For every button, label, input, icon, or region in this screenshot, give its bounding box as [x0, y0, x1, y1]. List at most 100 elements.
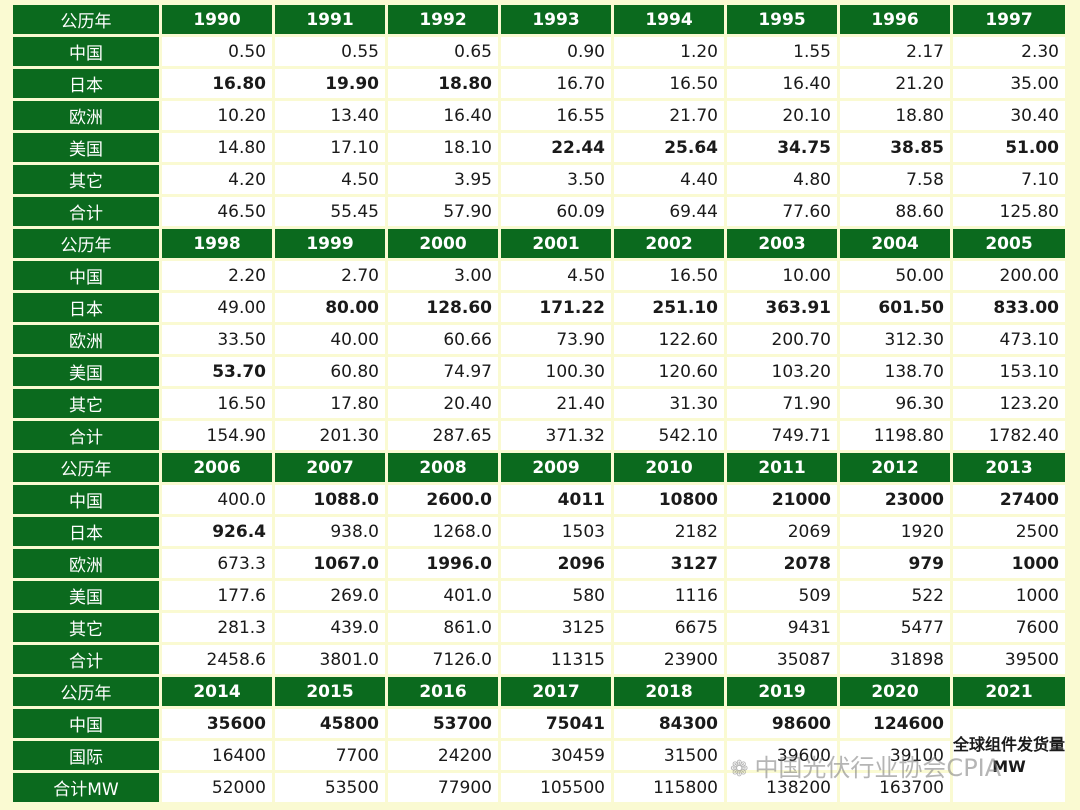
- region-label: 美国: [13, 581, 159, 610]
- value-cell: 60.80: [275, 357, 385, 386]
- value-cell: 21000: [727, 485, 837, 514]
- value-cell: 33.50: [162, 325, 272, 354]
- table-row: 合计 46.50 55.45 57.90 60.09 69.44 77.60 88.60 125…: [13, 197, 1065, 226]
- value-cell: 17.10: [275, 133, 385, 162]
- value-cell: 128.60: [388, 293, 498, 322]
- value-cell: 21.70: [614, 101, 724, 130]
- region-label: 日本: [13, 517, 159, 546]
- value-cell: 6675: [614, 613, 724, 642]
- value-cell: 163700: [840, 773, 950, 802]
- table-row: 中国 2.20 2.70 3.00 4.50 16.50 10.00 50.00 200.00: [13, 261, 1065, 290]
- value-cell: 439.0: [275, 613, 385, 642]
- value-cell: 14.80: [162, 133, 272, 162]
- value-cell: 2.70: [275, 261, 385, 290]
- value-cell: 200.00: [953, 261, 1065, 290]
- value-cell: 16.50: [162, 389, 272, 418]
- value-cell: 522: [840, 581, 950, 610]
- value-cell: 55.45: [275, 197, 385, 226]
- value-cell: 4.40: [614, 165, 724, 194]
- table-row: 中国 400.0 1088.0 2600.0 4011 10800 21000 23000 27…: [13, 485, 1065, 514]
- table-row: 合计 2458.6 3801.0 7126.0 11315 23900 35087 31898…: [13, 645, 1065, 674]
- value-cell: 50.00: [840, 261, 950, 290]
- table-row: 中国 35600 45800 53700 75041 84300 98600 124600 全球…: [13, 709, 1065, 802]
- year-header-cell: 2008: [388, 453, 498, 482]
- value-cell: 2.30: [953, 37, 1065, 66]
- value-cell: 2069: [727, 517, 837, 546]
- value-cell: 77.60: [727, 197, 837, 226]
- region-label: 日本: [13, 69, 159, 98]
- value-cell: 38.85: [840, 133, 950, 162]
- value-cell: 125.80: [953, 197, 1065, 226]
- value-cell: 7.10: [953, 165, 1065, 194]
- value-cell: 833.00: [953, 293, 1065, 322]
- value-cell: 1000: [953, 549, 1065, 578]
- value-cell: 100.30: [501, 357, 611, 386]
- value-cell: 16.70: [501, 69, 611, 98]
- value-cell: 120.60: [614, 357, 724, 386]
- table-row: 其它 16.50 17.80 20.40 21.40 31.30 71.90 96.30 123…: [13, 389, 1065, 418]
- value-cell: 1000: [953, 581, 1065, 610]
- value-cell: 281.3: [162, 613, 272, 642]
- value-cell: 19.90: [275, 69, 385, 98]
- year-header-cell: 2007: [275, 453, 385, 482]
- table-row: 日本 49.00 80.00 128.60 171.22 251.10 363.91 601.…: [13, 293, 1065, 322]
- value-cell: 103.20: [727, 357, 837, 386]
- value-cell: 49.00: [162, 293, 272, 322]
- value-cell: 20.10: [727, 101, 837, 130]
- value-cell: 16.50: [614, 261, 724, 290]
- region-label: 中国: [13, 37, 159, 66]
- value-cell: 71.90: [727, 389, 837, 418]
- watermark: ❁ 中国光伏行业协会CPIA: [730, 754, 1002, 782]
- value-cell: 13.40: [275, 101, 385, 130]
- value-cell: 171.22: [501, 293, 611, 322]
- value-cell: 2458.6: [162, 645, 272, 674]
- region-label: 欧洲: [13, 101, 159, 130]
- value-cell: 2600.0: [388, 485, 498, 514]
- region-label: 国际: [13, 741, 159, 770]
- value-cell: 23000: [840, 485, 950, 514]
- value-cell: 926.4: [162, 517, 272, 546]
- value-cell: 53500: [275, 773, 385, 802]
- region-label: 其它: [13, 613, 159, 642]
- table-row: 欧洲 33.50 40.00 60.66 73.90 122.60 200.70 312.30…: [13, 325, 1065, 354]
- year-header-cell: 1997: [953, 5, 1065, 34]
- year-header-cell: 2017: [501, 677, 611, 706]
- value-cell: 35.00: [953, 69, 1065, 98]
- year-header-cell: 2000: [388, 229, 498, 258]
- value-cell: 138.70: [840, 357, 950, 386]
- value-cell: 20.40: [388, 389, 498, 418]
- table-row: 美国 53.70 60.80 74.97 100.30 120.60 103.20 138.7…: [13, 357, 1065, 386]
- value-cell: 46.50: [162, 197, 272, 226]
- wechat-icon: ❁: [730, 757, 749, 782]
- value-cell: 1.55: [727, 37, 837, 66]
- value-cell: 10.20: [162, 101, 272, 130]
- value-cell: 122.60: [614, 325, 724, 354]
- year-header-label: 公历年: [13, 453, 159, 482]
- value-cell: 16.40: [727, 69, 837, 98]
- value-cell: 18.80: [840, 101, 950, 130]
- value-cell: 138200: [727, 773, 837, 802]
- value-cell: 24200: [388, 741, 498, 770]
- value-cell: 45800: [275, 709, 385, 738]
- value-cell: 21.40: [501, 389, 611, 418]
- table-row: 国际 16400 7700 24200 30459 31500 39600 39100: [13, 741, 1065, 770]
- value-cell: 7600: [953, 613, 1065, 642]
- year-header-cell: 1991: [275, 5, 385, 34]
- value-cell: 74.97: [388, 357, 498, 386]
- value-cell: 39500: [953, 645, 1065, 674]
- value-cell: 31500: [614, 741, 724, 770]
- year-header-row: 公历年 1990 1991 1992 1993 1994 1995 1996 1997: [13, 5, 1065, 34]
- region-label: 欧洲: [13, 549, 159, 578]
- value-cell: 31898: [840, 645, 950, 674]
- value-cell: 371.32: [501, 421, 611, 450]
- value-cell: 10800: [614, 485, 724, 514]
- value-cell: 3127: [614, 549, 724, 578]
- year-header-cell: 2011: [727, 453, 837, 482]
- value-cell: 35600: [162, 709, 272, 738]
- value-cell: 251.10: [614, 293, 724, 322]
- value-cell: 7126.0: [388, 645, 498, 674]
- value-cell: 52000: [162, 773, 272, 802]
- value-cell: 7700: [275, 741, 385, 770]
- value-cell: 51.00: [953, 133, 1065, 162]
- value-cell: 39100: [840, 741, 950, 770]
